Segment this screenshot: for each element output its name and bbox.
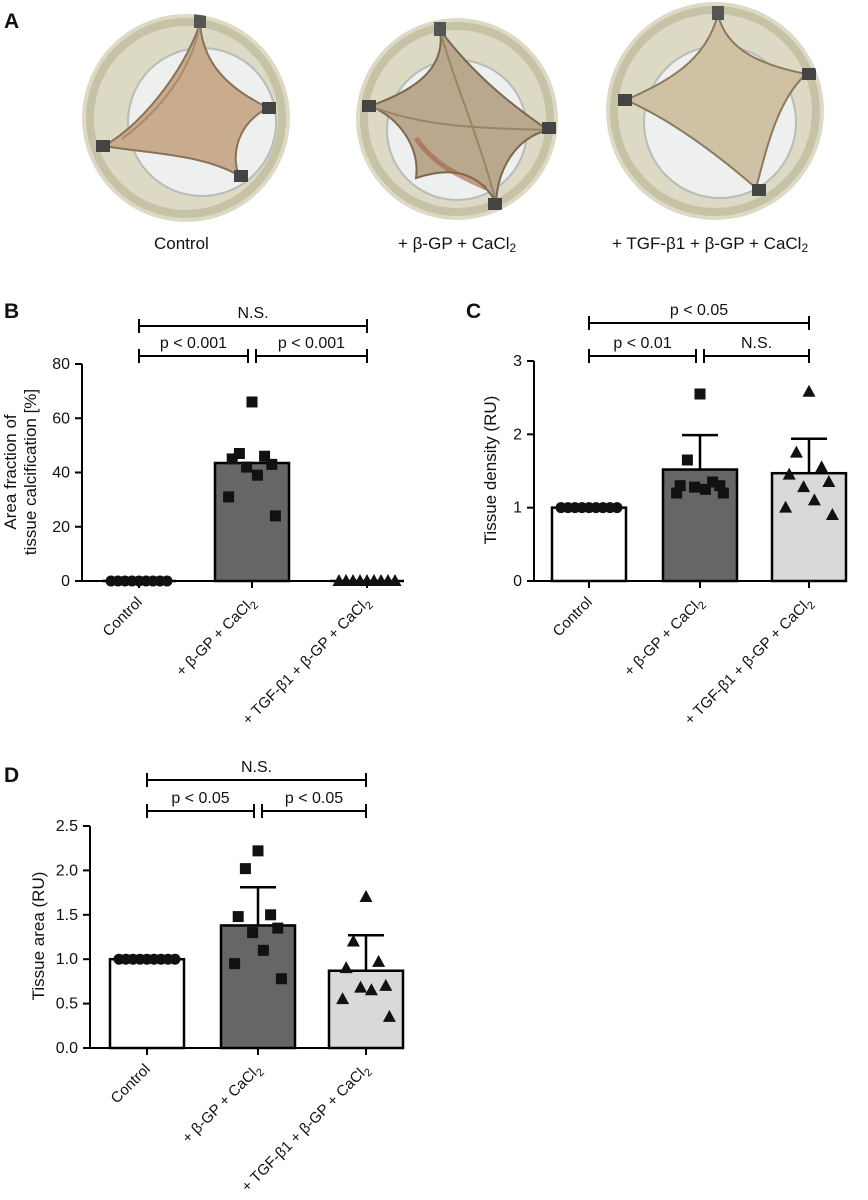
data-point (815, 460, 829, 473)
data-point (707, 476, 719, 488)
y-tick-label: 60 (52, 410, 70, 427)
data-point (379, 978, 393, 991)
bar (219, 924, 297, 1050)
data-point (611, 502, 623, 514)
data-point (272, 922, 284, 934)
y-tick-label: 0.0 (56, 1040, 78, 1057)
y-tick-label: 80 (52, 356, 70, 373)
y-tick-label: 1.5 (56, 907, 78, 924)
data-point (681, 454, 693, 466)
data-point (169, 953, 181, 965)
data-point (388, 574, 402, 586)
y-tick-label: 3 (513, 353, 522, 370)
data-point (694, 388, 706, 400)
panel-letter-b: B (4, 300, 20, 323)
y-axis-label: Tissue area (RU) (29, 872, 48, 1001)
significance-label: p < 0.001 (278, 335, 345, 352)
data-point (689, 481, 701, 493)
photo-label-control: Control (154, 234, 209, 253)
bar (327, 969, 405, 1050)
y-tick-label: 0 (61, 573, 70, 590)
y-tick-label: 2.5 (56, 818, 78, 835)
significance-label: p < 0.001 (160, 335, 227, 352)
data-point (382, 1009, 396, 1022)
data-point (233, 448, 245, 460)
data-point (372, 954, 386, 967)
x-tick-label: + β-GP + CaCl2 (179, 1061, 267, 1149)
data-point (339, 961, 353, 974)
data-point (241, 461, 253, 473)
y-axis-label: Area fraction of (1, 414, 20, 530)
y-tick-label: 1 (513, 500, 522, 517)
y-tick-label: 40 (52, 465, 70, 482)
data-point (797, 480, 811, 493)
data-point (223, 491, 235, 503)
panel-letter-d: D (4, 764, 20, 787)
data-point (782, 467, 796, 480)
data-point (822, 475, 836, 487)
y-tick-label: 2 (513, 426, 522, 443)
data-point (252, 845, 264, 857)
significance-label: N.S. (237, 305, 268, 322)
data-point (354, 980, 368, 993)
significance-label: N.S. (741, 335, 772, 352)
data-point (232, 911, 244, 923)
data-point (161, 575, 173, 587)
data-point (336, 992, 350, 1005)
photo-control (82, 14, 290, 222)
data-point (825, 508, 839, 520)
photo-label-tgf-bgp-cacl2: + TGF-β1 + β-GP + CaCl2 (612, 234, 809, 255)
y-axis-label: tissue calcification [%] (21, 389, 40, 555)
data-point (789, 445, 803, 458)
data-point (359, 890, 373, 903)
data-point (269, 510, 281, 522)
data-point (275, 973, 287, 985)
data-point (229, 958, 241, 970)
y-axis-label: Tissue density (RU) (481, 396, 500, 545)
y-tick-label: 0.5 (56, 996, 78, 1013)
photo-bgp-cacl2 (356, 18, 558, 220)
panel-letter-c: C (466, 300, 482, 323)
significance-label: p < 0.05 (670, 302, 728, 319)
panel-letter-a: A (4, 10, 20, 33)
bar (108, 957, 186, 1050)
bar (213, 461, 291, 583)
data-point (266, 458, 278, 470)
data-point (717, 487, 729, 499)
data-point (247, 927, 259, 939)
y-tick-label: 1.0 (56, 951, 78, 968)
significance-label: p < 0.05 (285, 790, 343, 807)
data-point (226, 453, 238, 465)
y-tick-label: 20 (52, 519, 70, 536)
data-point (714, 480, 726, 492)
significance-label: N.S. (241, 759, 272, 776)
significance-label: p < 0.01 (613, 335, 671, 352)
data-point (699, 483, 711, 495)
data-point (259, 450, 271, 462)
data-point (239, 863, 251, 875)
photo-label-bgp-cacl2: + β-GP + CaCl2 (398, 234, 517, 255)
data-point (265, 909, 277, 921)
x-tick-label: Control (108, 1061, 154, 1107)
data-point (364, 983, 378, 996)
data-point (346, 934, 360, 947)
data-point (807, 493, 821, 506)
data-point (779, 500, 793, 513)
y-tick-label: 0 (513, 573, 522, 590)
x-tick-label: + TGF-β1 + β-GP + CaCl2 (238, 1061, 375, 1198)
y-tick-label: 2.0 (56, 862, 78, 879)
data-point (246, 396, 258, 408)
significance-label: p < 0.05 (171, 790, 229, 807)
data-point (674, 480, 686, 492)
photo-tgf-bgp-cacl2 (606, 2, 824, 220)
data-point (251, 469, 263, 481)
data-point (257, 944, 269, 956)
data-point (671, 487, 683, 499)
data-point (802, 384, 816, 397)
